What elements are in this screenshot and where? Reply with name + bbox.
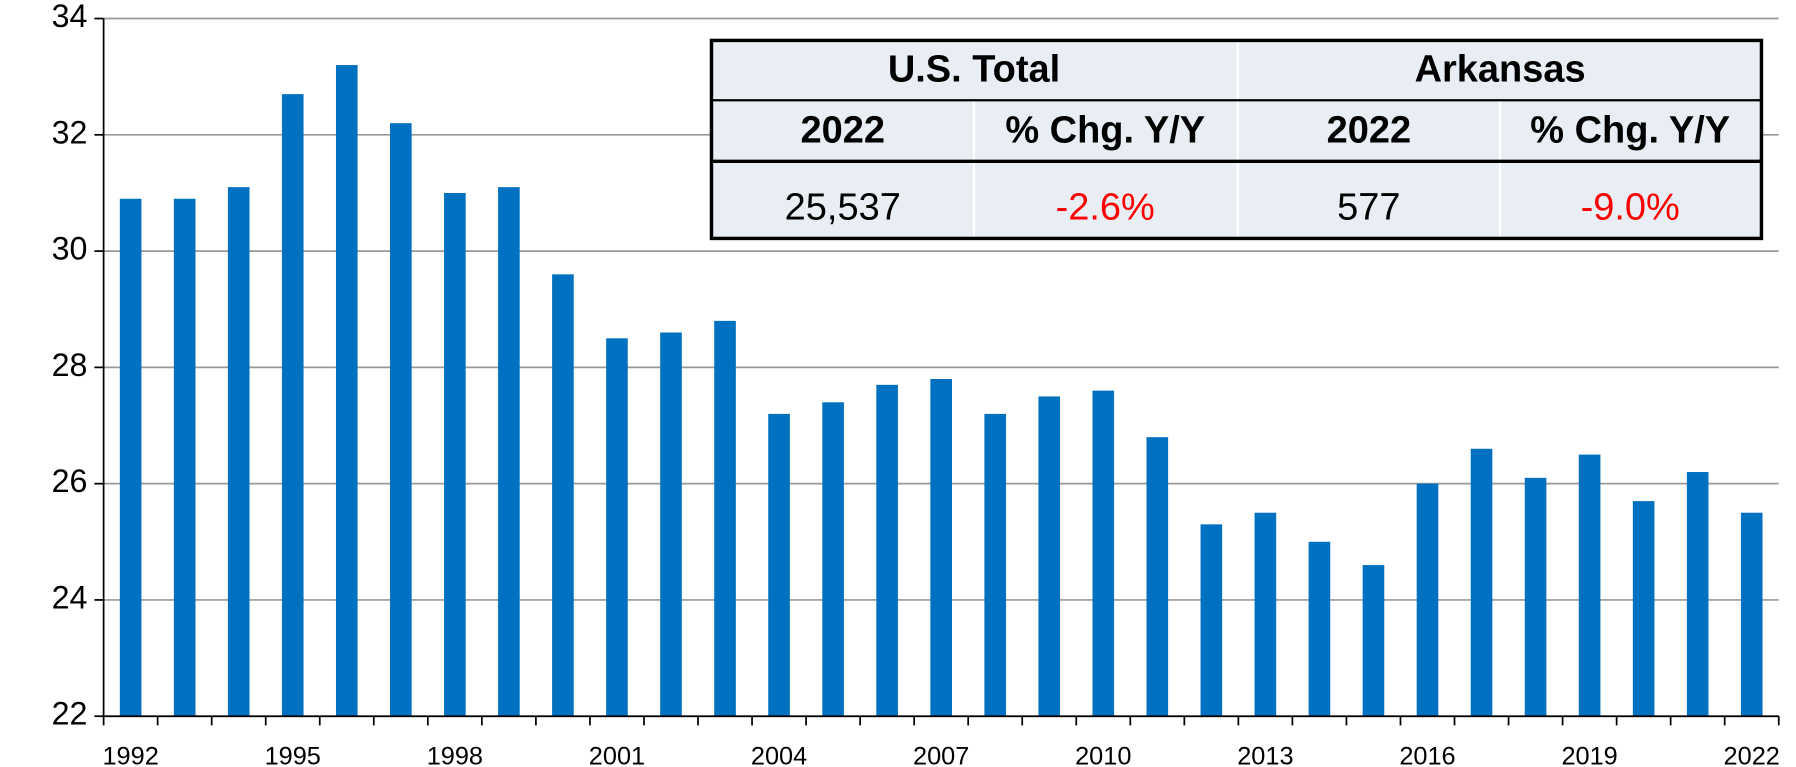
x-tick-label: 2010 xyxy=(1075,742,1131,767)
bar xyxy=(281,94,304,717)
bar xyxy=(984,413,1007,717)
x-tick-label: 2019 xyxy=(1561,742,1617,767)
table-column: % Chg. Y/Y xyxy=(1005,110,1205,152)
bar xyxy=(1038,396,1061,717)
bar xyxy=(1524,477,1547,717)
x-tick-label: 2016 xyxy=(1399,742,1455,767)
y-tick-label: 28 xyxy=(52,347,88,383)
table-cell: 25,537 xyxy=(785,187,901,229)
y-tick-label: 30 xyxy=(52,231,88,267)
table-cell: -2.6% xyxy=(1056,187,1155,229)
bar xyxy=(660,332,682,717)
table-group: U.S. Total xyxy=(888,49,1060,91)
bar xyxy=(444,192,466,717)
bar xyxy=(173,198,196,717)
bar xyxy=(1632,501,1655,717)
bar xyxy=(552,274,574,717)
bar xyxy=(1578,454,1601,717)
x-tick-label: 2022 xyxy=(1724,742,1780,767)
table-cell: -9.0% xyxy=(1581,187,1680,229)
x-tick-label: 2007 xyxy=(913,742,969,767)
y-tick-label: 22 xyxy=(52,696,88,732)
bar xyxy=(119,198,142,717)
bar xyxy=(1470,448,1493,717)
bar xyxy=(1092,390,1115,717)
table-group: Arkansas xyxy=(1415,49,1586,91)
bar xyxy=(498,187,520,717)
table-border xyxy=(709,38,1764,241)
y-tick-label: 32 xyxy=(52,114,88,150)
x-tick-label: 2013 xyxy=(1237,742,1293,767)
bar xyxy=(714,320,736,717)
bar xyxy=(1146,437,1169,717)
bar xyxy=(1200,524,1223,717)
summary-table: U.S. Total Arkansas 2022 % Chg. Y/Y 2022… xyxy=(709,38,1764,241)
table-column: % Chg. Y/Y xyxy=(1530,110,1730,152)
x-tick-label: 2004 xyxy=(751,742,807,767)
table-cell: 577 xyxy=(1337,187,1400,229)
x-tick-label: 1992 xyxy=(102,742,158,767)
table-column: 2022 xyxy=(800,110,885,152)
bar xyxy=(768,413,790,717)
bar xyxy=(1308,541,1331,717)
bar xyxy=(1254,512,1277,717)
x-tick-label: 1995 xyxy=(265,742,321,767)
bar xyxy=(1740,512,1763,717)
y-tick-label: 26 xyxy=(52,463,88,499)
bar xyxy=(390,123,412,717)
bar xyxy=(1416,483,1439,717)
bar xyxy=(335,65,358,717)
x-tick-label: 1998 xyxy=(427,742,483,767)
bar xyxy=(876,384,898,717)
bar xyxy=(1686,472,1709,717)
table-column: 2022 xyxy=(1327,110,1412,152)
bar xyxy=(822,402,844,717)
bar xyxy=(227,187,250,717)
y-tick-label: 34 xyxy=(52,0,88,34)
y-tick-label: 24 xyxy=(52,579,88,615)
bar xyxy=(606,338,628,717)
x-tick-label: 2001 xyxy=(589,742,645,767)
bar xyxy=(930,379,952,717)
bar xyxy=(1362,565,1385,717)
